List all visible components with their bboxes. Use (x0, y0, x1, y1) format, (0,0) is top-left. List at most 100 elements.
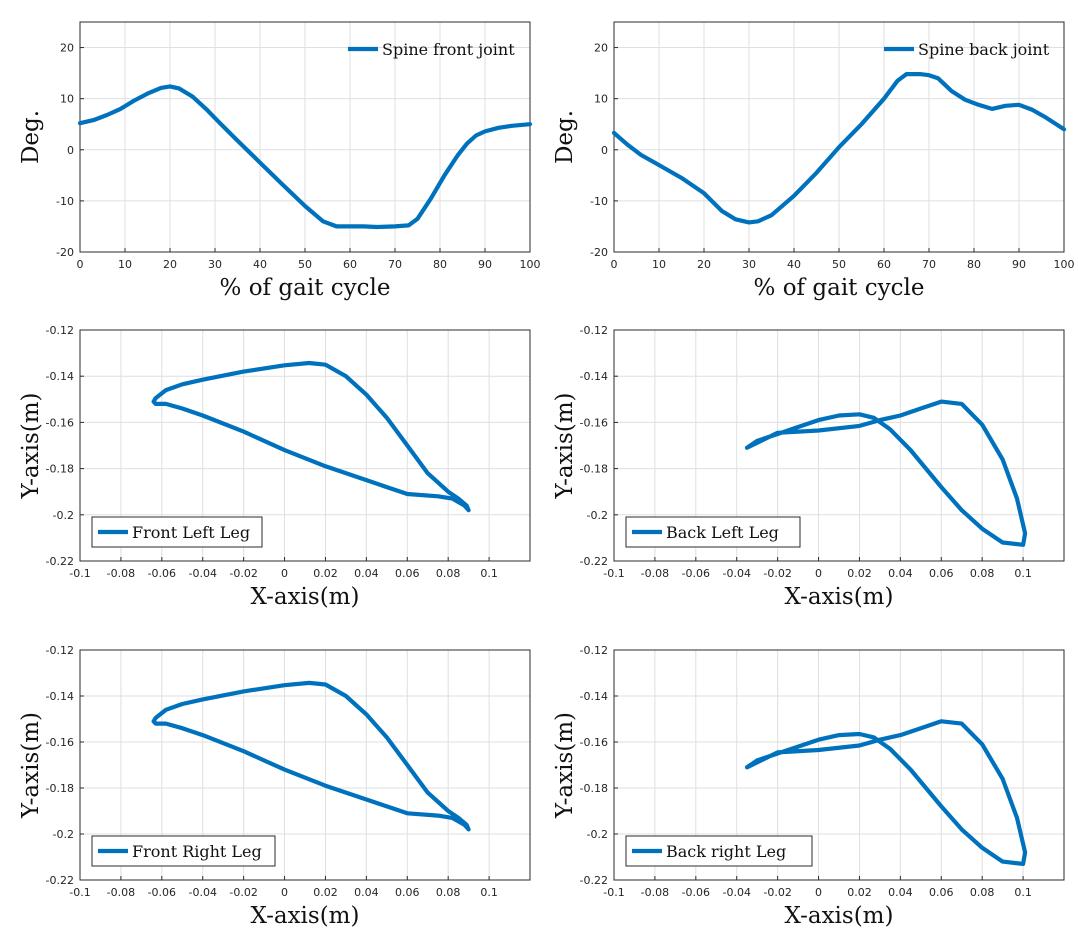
chart-5: -0.1 -0.08 -0.06 -0.04 -0.02 0 0.02 0.04 0.06 0.0… (18, 644, 531, 929)
legend: Front Right Leg (91, 835, 276, 867)
x-tick-label: 40 (253, 258, 267, 271)
y-tick-label: -0.18 (580, 782, 608, 795)
x-tick-label: -0.1 (69, 886, 90, 899)
y-tick-label: -20 (590, 246, 608, 259)
x-tick-label: 60 (877, 258, 891, 271)
series-line (77, 84, 533, 230)
x-tick-label: 0.02 (847, 886, 872, 899)
x-tick-label: -0.02 (763, 567, 791, 580)
x-tick-label: -0.06 (682, 567, 710, 580)
x-tick-label: 50 (832, 258, 846, 271)
x-tick-label: 90 (478, 258, 492, 271)
x-tick-label: 20 (697, 258, 711, 271)
legend-label: Back right Leg (666, 842, 786, 861)
x-tick-label: 50 (298, 258, 312, 271)
y-axis-label: Deg. (18, 110, 44, 164)
x-tick-label: 0 (77, 258, 84, 271)
x-tick-label: 0.08 (970, 886, 995, 899)
x-tick-label: 0.06 (929, 886, 954, 899)
x-tick-label: -0.08 (641, 567, 669, 580)
y-axis-label: Y-axis(m) (18, 392, 44, 499)
y-tick-label: -0.2 (53, 509, 74, 522)
x-tick-label: 0.1 (480, 567, 498, 580)
x-tick-label: 0 (281, 567, 288, 580)
series-line (744, 399, 1028, 547)
x-tick-label: -0.02 (229, 567, 257, 580)
axes-frame (79, 649, 531, 881)
y-tick-label: -0.12 (580, 644, 608, 657)
x-tick-label: -0.1 (603, 886, 624, 899)
x-tick-label: -0.04 (722, 567, 750, 580)
x-axis-label: X-axis(m) (251, 903, 360, 929)
legend-label: Front Right Leg (132, 842, 262, 861)
x-axis-label: % of gait cycle (220, 275, 391, 301)
chart-2: 0 10 20 30 40 50 60 70 80 90 100 -20 -10 0 10 20 % of ga… (552, 21, 1075, 301)
legend: Spine back joint (884, 40, 1050, 59)
x-tick-label: 30 (208, 258, 222, 271)
y-tick-label: 0 (67, 144, 74, 157)
y-tick-label: -0.12 (46, 324, 74, 337)
x-tick-label: 10 (652, 258, 666, 271)
x-tick-label: 0.08 (436, 886, 461, 899)
y-tick-label: -0.14 (46, 690, 74, 703)
x-tick-label: -0.1 (69, 567, 90, 580)
x-tick-label: 0.04 (354, 567, 379, 580)
y-tick-label: -0.18 (46, 782, 74, 795)
chart-4: -0.1 -0.08 -0.06 -0.04 -0.02 0 0.02 0.04 0.06 0.0… (552, 324, 1065, 610)
y-axis-label: Y-axis(m) (18, 712, 44, 819)
x-axis-label: X-axis(m) (785, 903, 894, 929)
y-axis-label: Y-axis(m) (552, 392, 578, 499)
y-tick-label: -0.12 (580, 324, 608, 337)
y-tick-label: -0.12 (46, 644, 74, 657)
y-tick-label: -0.14 (580, 690, 608, 703)
x-tick-label: -0.1 (603, 567, 624, 580)
y-tick-label: 20 (594, 42, 608, 55)
x-tick-label: 70 (388, 258, 402, 271)
x-tick-label: 100 (1054, 258, 1075, 271)
y-tick-label: -0.2 (587, 828, 608, 841)
axes-frame (79, 329, 531, 562)
y-tick-label: 20 (60, 42, 74, 55)
x-tick-label: 70 (922, 258, 936, 271)
legend: Front Left Leg (91, 516, 263, 548)
y-tick-label: 10 (594, 93, 608, 106)
x-tick-label: 0 (815, 567, 822, 580)
x-tick-label: 80 (433, 258, 447, 271)
y-tick-label: -0.18 (46, 463, 74, 476)
y-axis-label: Deg. (552, 110, 578, 164)
y-tick-label: -0.2 (53, 828, 74, 841)
x-tick-label: 30 (742, 258, 756, 271)
x-tick-label: -0.06 (148, 886, 176, 899)
y-tick-label: -0.16 (46, 416, 74, 429)
x-tick-label: 0.1 (1014, 567, 1032, 580)
x-tick-label: 0.04 (888, 567, 913, 580)
x-axis-label: X-axis(m) (785, 584, 894, 610)
x-tick-label: -0.04 (188, 567, 216, 580)
y-tick-label: -0.16 (580, 416, 608, 429)
x-tick-label: 0.04 (888, 886, 913, 899)
legend: Back right Leg (625, 835, 813, 867)
x-tick-label: 0.06 (395, 886, 420, 899)
x-tick-label: 0.1 (480, 886, 498, 899)
axes-frame (613, 329, 1065, 562)
chart-6: -0.1 -0.08 -0.06 -0.04 -0.02 0 0.02 0.04 0.06 0.0… (552, 644, 1065, 929)
series-line (744, 719, 1028, 867)
x-tick-label: 10 (118, 258, 132, 271)
x-tick-label: 90 (1012, 258, 1026, 271)
x-axis-label: % of gait cycle (754, 275, 925, 301)
y-tick-label: -0.22 (46, 555, 74, 568)
x-tick-label: 100 (520, 258, 541, 271)
x-tick-label: -0.02 (763, 886, 791, 899)
x-tick-label: 0 (815, 886, 822, 899)
x-tick-label: 0.02 (847, 567, 872, 580)
x-tick-label: 80 (967, 258, 981, 271)
x-tick-label: -0.04 (188, 886, 216, 899)
y-axis-label: Y-axis(m) (552, 712, 578, 819)
chart-1: 0 10 20 30 40 50 60 70 80 90 100 -20 -10 0 10 20 % of ga… (18, 21, 541, 301)
y-tick-label: -20 (56, 246, 74, 259)
x-tick-label: 0.08 (970, 567, 995, 580)
y-tick-label: -0.16 (580, 736, 608, 749)
x-tick-label: 0 (611, 258, 618, 271)
x-tick-label: -0.04 (722, 886, 750, 899)
